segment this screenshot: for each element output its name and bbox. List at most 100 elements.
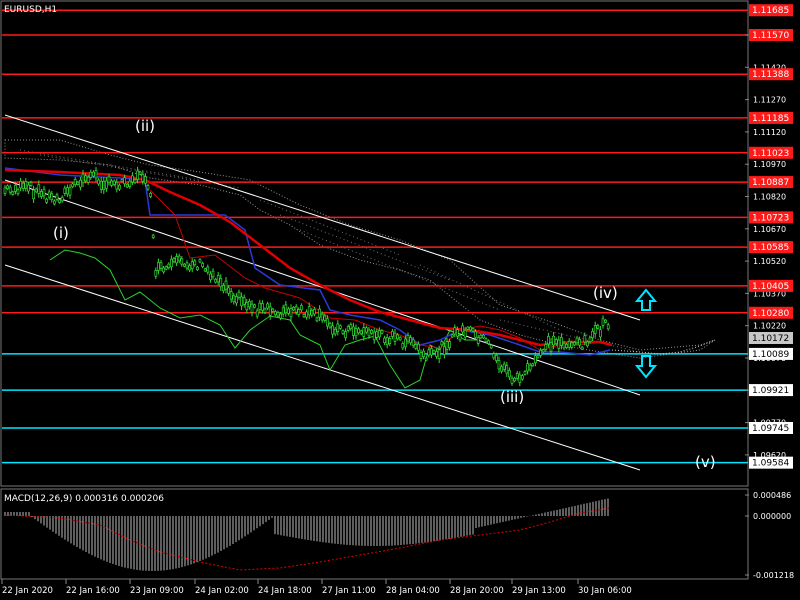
candle-body: [354, 327, 358, 337]
candle-body: [307, 306, 311, 316]
macd-histogram: [4, 498, 609, 571]
candle-body: [318, 308, 321, 318]
candle-body: [84, 175, 87, 182]
candle-body: [510, 377, 514, 384]
candle-body: [68, 187, 72, 196]
candle-body: [211, 270, 215, 278]
candle-body: [367, 329, 371, 337]
cyan-level-tag-text: 1.09921: [752, 386, 789, 396]
candle-body: [552, 335, 555, 346]
time-axis: 22 Jan 2020 22 Jan 16:00 23 Jan 09:00 24 Ja…: [1, 579, 632, 596]
candle-body: [3, 187, 7, 194]
candle-body: [172, 258, 176, 263]
candle-body: [250, 303, 254, 313]
candle-body: [115, 181, 119, 190]
candle-body: [86, 176, 90, 183]
candle-body: [352, 326, 355, 336]
candle-body: [76, 181, 80, 185]
candle-body: [248, 301, 251, 308]
candle-body: [190, 261, 194, 270]
price-tick-label: 1.11270: [753, 96, 786, 105]
candle-body: [214, 278, 217, 283]
channel-lower-line[interactable]: [4, 264, 641, 471]
candle-body: [578, 339, 581, 346]
candle-body: [245, 302, 249, 311]
candle-body: [216, 274, 220, 283]
candle-body: [258, 302, 262, 311]
candle-body: [110, 180, 113, 186]
candle-body: [203, 268, 207, 272]
time-tick-label: 24 Jan 02:00: [195, 586, 249, 596]
candle-body: [97, 179, 100, 185]
candle-body: [79, 179, 82, 188]
down-arrow-icon[interactable]: [634, 355, 658, 379]
candle-body: [19, 180, 22, 189]
candle-body: [71, 183, 74, 188]
candle-body: [170, 258, 173, 268]
trend-channel: [4, 114, 641, 471]
cyan-level-tag-text: 1.09584: [752, 459, 789, 469]
red-level-tag: [749, 146, 793, 159]
time-tick-label: 30 Jan 06:00: [578, 586, 632, 596]
candle-body: [567, 340, 571, 348]
candle-body: [229, 291, 233, 300]
price-tick-label: 1.11420: [753, 63, 786, 72]
candle-body: [492, 353, 496, 359]
red-level-tag: [749, 111, 793, 124]
candle-body: [461, 325, 464, 333]
candle-body: [539, 349, 542, 356]
candle-body: [227, 287, 230, 294]
red-level-tag: [749, 176, 793, 189]
candle-body: [474, 331, 477, 338]
candle-body: [81, 173, 85, 184]
candle-body: [557, 339, 561, 349]
price-candles: [3, 166, 610, 387]
red-level-tag-text: 1.10280: [752, 309, 789, 319]
candle-body: [6, 185, 9, 189]
candle-body: [159, 262, 163, 269]
red-level-tag: [749, 4, 793, 17]
candle-body: [484, 338, 488, 343]
cyan-level-tag-text: 1.10089: [752, 350, 789, 360]
candle-body: [448, 341, 451, 348]
candle-body: [502, 363, 506, 370]
candle-body: [66, 187, 69, 195]
candle-body: [432, 350, 436, 354]
red-level-lines: [2, 9, 748, 314]
up-arrow-icon[interactable]: [634, 288, 658, 311]
candle-body: [125, 183, 129, 188]
candle-body: [430, 348, 433, 356]
candle-body: [284, 304, 288, 314]
candle-body: [526, 363, 529, 372]
candle-body: [440, 341, 444, 346]
candle-body: [266, 303, 269, 309]
candle-body: [151, 234, 155, 239]
candle-body: [336, 323, 340, 332]
candle-body: [47, 191, 51, 198]
macd-tick-label: 0.000486: [753, 491, 791, 500]
candle-body: [604, 319, 607, 323]
candle-body: [469, 326, 472, 331]
candle-body: [560, 336, 563, 346]
candle-body: [188, 265, 191, 271]
candle-body: [136, 170, 139, 180]
candle-body: [89, 171, 93, 178]
candle-body: [406, 334, 410, 342]
candle-body: [219, 278, 223, 288]
candle-body: [11, 191, 15, 195]
candle-body: [297, 309, 301, 315]
candle-body: [606, 324, 610, 330]
red-level-tag-text: 1.10723: [752, 213, 789, 223]
candle-body: [401, 343, 405, 349]
candle-body: [531, 363, 535, 367]
candle-body: [242, 297, 246, 305]
candle-body: [50, 193, 54, 201]
channel-upper-line[interactable]: [4, 114, 641, 321]
candle-body: [437, 349, 441, 359]
candle-body: [593, 325, 597, 334]
candle-body: [547, 336, 550, 345]
candle-body: [73, 179, 77, 185]
current-price-text: 1.10172: [752, 334, 789, 344]
candle-body: [479, 334, 483, 339]
